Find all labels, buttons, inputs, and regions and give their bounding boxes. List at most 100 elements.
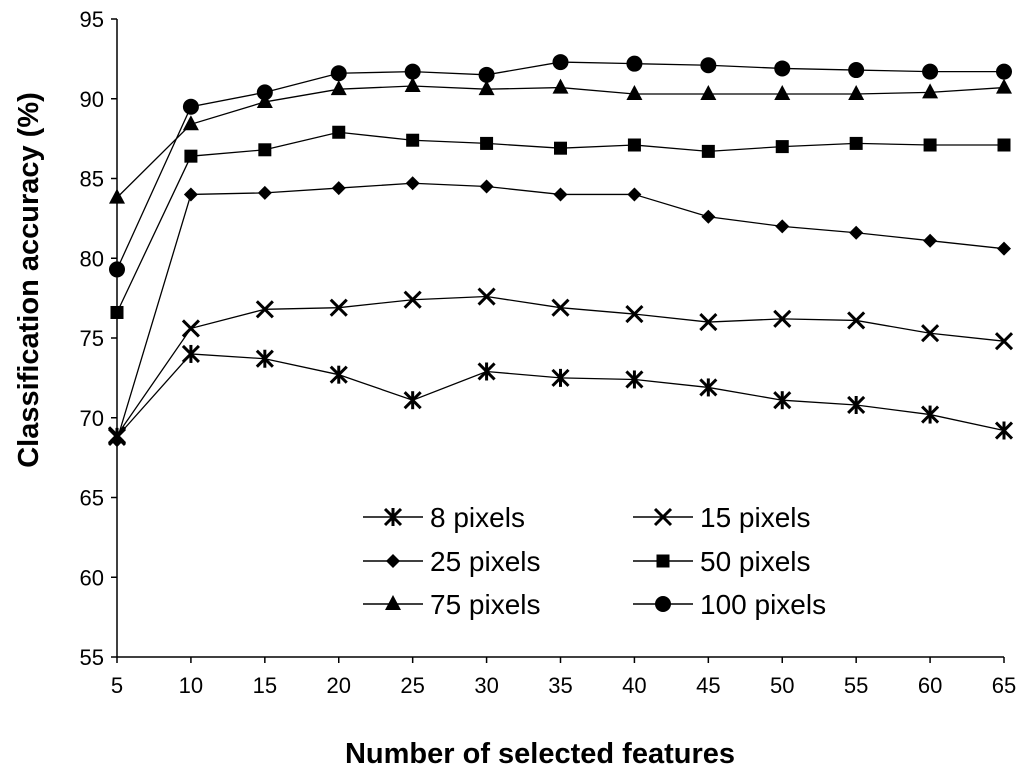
asterisk-marker — [477, 362, 496, 381]
diamond-marker — [627, 187, 642, 202]
square-marker — [775, 140, 789, 154]
diamond-marker — [849, 225, 864, 240]
x-marker — [329, 298, 348, 317]
square-marker — [110, 305, 124, 319]
legend-label: 100 pixels — [700, 589, 826, 620]
circle-marker — [478, 66, 495, 83]
circle-marker — [182, 98, 199, 115]
y-axis-title: Classification accuracy (%) — [13, 92, 45, 468]
x-ticks: 5 10 15 20 25 30 35 40 45 50 55 60 65 — [111, 657, 1016, 698]
circle-marker — [626, 55, 643, 72]
asterisk-marker — [625, 370, 644, 389]
legend-label: 25 pixels — [430, 546, 541, 577]
y-tick-label: 95 — [80, 7, 104, 32]
circle-marker — [700, 57, 717, 74]
series-50-pixels — [110, 125, 1011, 319]
asterisk-marker — [551, 368, 570, 387]
asterisk-marker — [699, 378, 718, 397]
triangle-marker — [700, 84, 717, 100]
asterisk-marker — [994, 421, 1014, 440]
square-marker — [627, 138, 641, 152]
series-line — [116, 131, 1004, 313]
series-8-pixels — [107, 344, 1014, 446]
legend-item: 100 pixels — [633, 589, 826, 620]
y-tick-label: 80 — [80, 246, 104, 271]
circle-marker — [404, 63, 421, 80]
square-marker — [701, 144, 715, 158]
y-ticks: 55 60 65 70 75 80 85 90 95 — [80, 7, 117, 670]
square-marker — [997, 138, 1011, 152]
circle-marker — [655, 596, 671, 612]
triangle-marker — [774, 84, 791, 100]
legend-item: 8 pixels — [363, 502, 525, 533]
square-marker — [184, 149, 198, 163]
square-marker — [406, 133, 420, 147]
triangle-marker — [478, 80, 495, 96]
legend-item: 25 pixels — [363, 546, 541, 577]
x-tick-label: 20 — [327, 673, 351, 698]
diamond-marker — [775, 219, 790, 234]
triangle-marker — [996, 78, 1012, 94]
x-tick-label: 55 — [844, 673, 868, 698]
legend-item: 50 pixels — [633, 546, 811, 577]
square-marker — [923, 138, 937, 152]
x-tick-label: 10 — [179, 673, 203, 698]
asterisk-marker — [847, 395, 866, 415]
legend: 8 pixels 15 pixels 25 pixels 50 pixels 75 pi… — [363, 502, 826, 620]
x-tick-label: 25 — [400, 673, 424, 698]
x-marker — [994, 332, 1014, 351]
diamond-marker — [553, 187, 568, 202]
x-tick-label: 45 — [696, 673, 720, 698]
asterisk-marker — [181, 344, 200, 364]
x-tick-label: 60 — [918, 673, 942, 698]
triangle-marker — [182, 115, 199, 131]
asterisk-marker — [403, 391, 422, 410]
x-marker — [255, 300, 274, 319]
x-marker — [773, 309, 792, 328]
x-tick-label: 50 — [770, 673, 794, 698]
x-marker — [847, 311, 866, 330]
y-tick-label: 70 — [80, 406, 104, 431]
asterisk-marker — [773, 391, 792, 410]
triangle-marker — [626, 84, 643, 100]
circle-marker — [256, 84, 273, 101]
circle-marker — [552, 54, 569, 71]
diamond-marker — [997, 241, 1011, 256]
x-tick-label: 40 — [622, 673, 646, 698]
circle-marker — [922, 63, 939, 80]
diamond-marker — [257, 185, 272, 200]
triangle-marker — [385, 595, 401, 610]
square-marker — [656, 554, 670, 568]
legend-label: 15 pixels — [700, 502, 811, 533]
x-tick-label: 15 — [253, 673, 277, 698]
diamond-marker — [405, 176, 420, 191]
triangle-marker — [552, 78, 569, 94]
triangle-marker — [848, 84, 865, 100]
x-tick-label: 5 — [111, 673, 123, 698]
x-tick-label: 65 — [992, 673, 1016, 698]
circle-marker — [848, 62, 865, 79]
x-marker — [921, 324, 940, 343]
series-25-pixels — [110, 176, 1011, 448]
legend-label: 50 pixels — [700, 546, 811, 577]
x-marker — [653, 507, 673, 527]
square-marker — [332, 125, 346, 139]
y-tick-label: 65 — [80, 486, 104, 511]
series-line — [116, 353, 1005, 438]
axes: 55 60 65 70 75 80 85 90 95 5 10 15 20 25 30 35 40 45 50 55… — [80, 7, 1017, 698]
triangle-marker — [330, 80, 347, 96]
diamond-marker — [923, 233, 938, 248]
series-line — [116, 182, 1005, 441]
series-100-pixels — [109, 54, 1012, 278]
x-marker — [477, 287, 496, 306]
legend-label: 75 pixels — [430, 589, 541, 620]
y-tick-label: 60 — [80, 565, 104, 590]
series-line — [116, 295, 1005, 436]
y-tick-label: 55 — [80, 645, 104, 670]
x-marker — [625, 305, 644, 324]
asterisk-marker — [255, 349, 274, 368]
diamond-marker — [479, 179, 494, 194]
triangle-marker — [256, 92, 273, 108]
